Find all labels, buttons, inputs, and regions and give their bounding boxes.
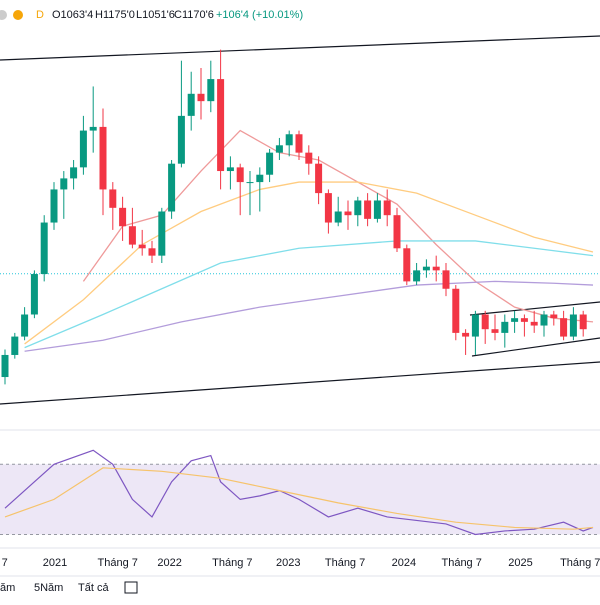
candle-body bbox=[295, 134, 303, 153]
candle-body bbox=[540, 314, 548, 326]
candle-body bbox=[481, 314, 489, 330]
moving-average bbox=[24, 280, 594, 352]
candle-body bbox=[373, 200, 381, 219]
candle-body bbox=[285, 134, 293, 146]
candle-body bbox=[413, 270, 421, 282]
candle-body bbox=[99, 126, 107, 190]
candle-body bbox=[21, 314, 29, 337]
candle-body bbox=[246, 182, 254, 184]
candle-body bbox=[501, 321, 509, 333]
candle-body bbox=[148, 248, 156, 256]
candle-body bbox=[403, 248, 411, 282]
candle-body bbox=[119, 207, 127, 227]
x-tick-label: Tháng 7 bbox=[212, 557, 252, 569]
candle-body bbox=[383, 200, 391, 216]
candle-body bbox=[393, 215, 401, 249]
trend-line bbox=[0, 361, 600, 405]
candle-body bbox=[60, 178, 68, 190]
x-tick-label: 2023 bbox=[276, 557, 300, 569]
oscillator-line bbox=[4, 467, 594, 530]
candle-body bbox=[226, 167, 234, 172]
candle-body bbox=[305, 152, 313, 164]
x-tick-label: 2021 bbox=[43, 557, 67, 569]
candle-body bbox=[344, 211, 352, 216]
calendar-icon[interactable] bbox=[124, 581, 138, 594]
candle-body bbox=[168, 163, 176, 212]
oscillator-line bbox=[4, 449, 594, 536]
candle-body bbox=[40, 222, 48, 275]
candle-body bbox=[334, 211, 342, 223]
range-button[interactable]: Tất cả bbox=[78, 582, 109, 594]
candle-body bbox=[275, 145, 283, 153]
candle-body bbox=[315, 163, 323, 194]
candle-body bbox=[569, 314, 577, 337]
x-tick-label: Tháng 7 bbox=[560, 557, 600, 569]
candle-body bbox=[177, 115, 185, 164]
candle-body bbox=[217, 79, 225, 172]
candle-body bbox=[138, 244, 146, 249]
range-button[interactable]: 5Năm bbox=[34, 582, 63, 594]
candle-body bbox=[109, 189, 117, 208]
candle-body bbox=[579, 314, 587, 330]
candle-body bbox=[70, 167, 78, 179]
icon bbox=[13, 10, 23, 20]
icon bbox=[0, 10, 7, 20]
oscillator-pane bbox=[0, 449, 600, 536]
candle-body bbox=[197, 93, 205, 102]
ohlc-open: O1063'4 bbox=[52, 9, 93, 21]
candle-body bbox=[158, 211, 166, 256]
candle-body bbox=[236, 167, 244, 183]
candle-body bbox=[89, 126, 97, 131]
candle-body bbox=[256, 174, 264, 183]
candle-body bbox=[364, 200, 372, 219]
moving-average bbox=[24, 240, 594, 349]
candle-body bbox=[1, 354, 9, 378]
candle-body bbox=[30, 274, 38, 315]
ohlc-high: H1175'0 bbox=[95, 9, 135, 21]
x-tick-label: 2024 bbox=[392, 557, 416, 569]
candle-body bbox=[462, 332, 470, 337]
candle-body bbox=[560, 318, 568, 337]
candle-body bbox=[530, 321, 538, 326]
change: +106'4 (+10.01%) bbox=[216, 9, 303, 21]
x-tick-label: g 7 bbox=[0, 557, 8, 569]
candle-body bbox=[11, 336, 19, 355]
candle-body bbox=[471, 314, 479, 337]
trend-line bbox=[471, 337, 600, 357]
ohlc-low: L1051'6 bbox=[136, 9, 175, 21]
candle-body bbox=[266, 152, 274, 175]
candle-body bbox=[207, 79, 215, 102]
x-tick-label: 2022 bbox=[157, 557, 181, 569]
x-tick-label: Tháng 7 bbox=[98, 557, 138, 569]
candle-body bbox=[550, 314, 558, 319]
ohlc-close: C1170'6 bbox=[174, 9, 214, 21]
range-button[interactable]: ăm bbox=[0, 582, 15, 594]
interval: D bbox=[36, 9, 44, 21]
candle-body bbox=[491, 329, 499, 333]
moving-average bbox=[24, 181, 594, 345]
x-tick-label: 2025 bbox=[508, 557, 532, 569]
time-axis: g 7 2021 Tháng 7 2022 Tháng 7 2023 Tháng 7 2024… bbox=[0, 557, 600, 569]
candle-body bbox=[79, 130, 87, 168]
candle-body bbox=[452, 288, 460, 333]
x-tick-label: Tháng 7 bbox=[441, 557, 481, 569]
main-pane bbox=[0, 49, 600, 385]
candle-body bbox=[354, 200, 362, 216]
candle-body bbox=[128, 226, 136, 245]
candle-body bbox=[442, 270, 450, 289]
x-tick-label: Tháng 7 bbox=[325, 557, 365, 569]
candle-body bbox=[324, 193, 332, 223]
candle-body bbox=[520, 318, 528, 322]
candle-body bbox=[187, 93, 195, 116]
trend-line bbox=[0, 35, 600, 61]
candle-body bbox=[432, 266, 440, 271]
trend-line bbox=[469, 301, 600, 316]
candle-body bbox=[50, 189, 58, 223]
candle-body bbox=[422, 266, 430, 271]
candle-body bbox=[511, 318, 519, 322]
